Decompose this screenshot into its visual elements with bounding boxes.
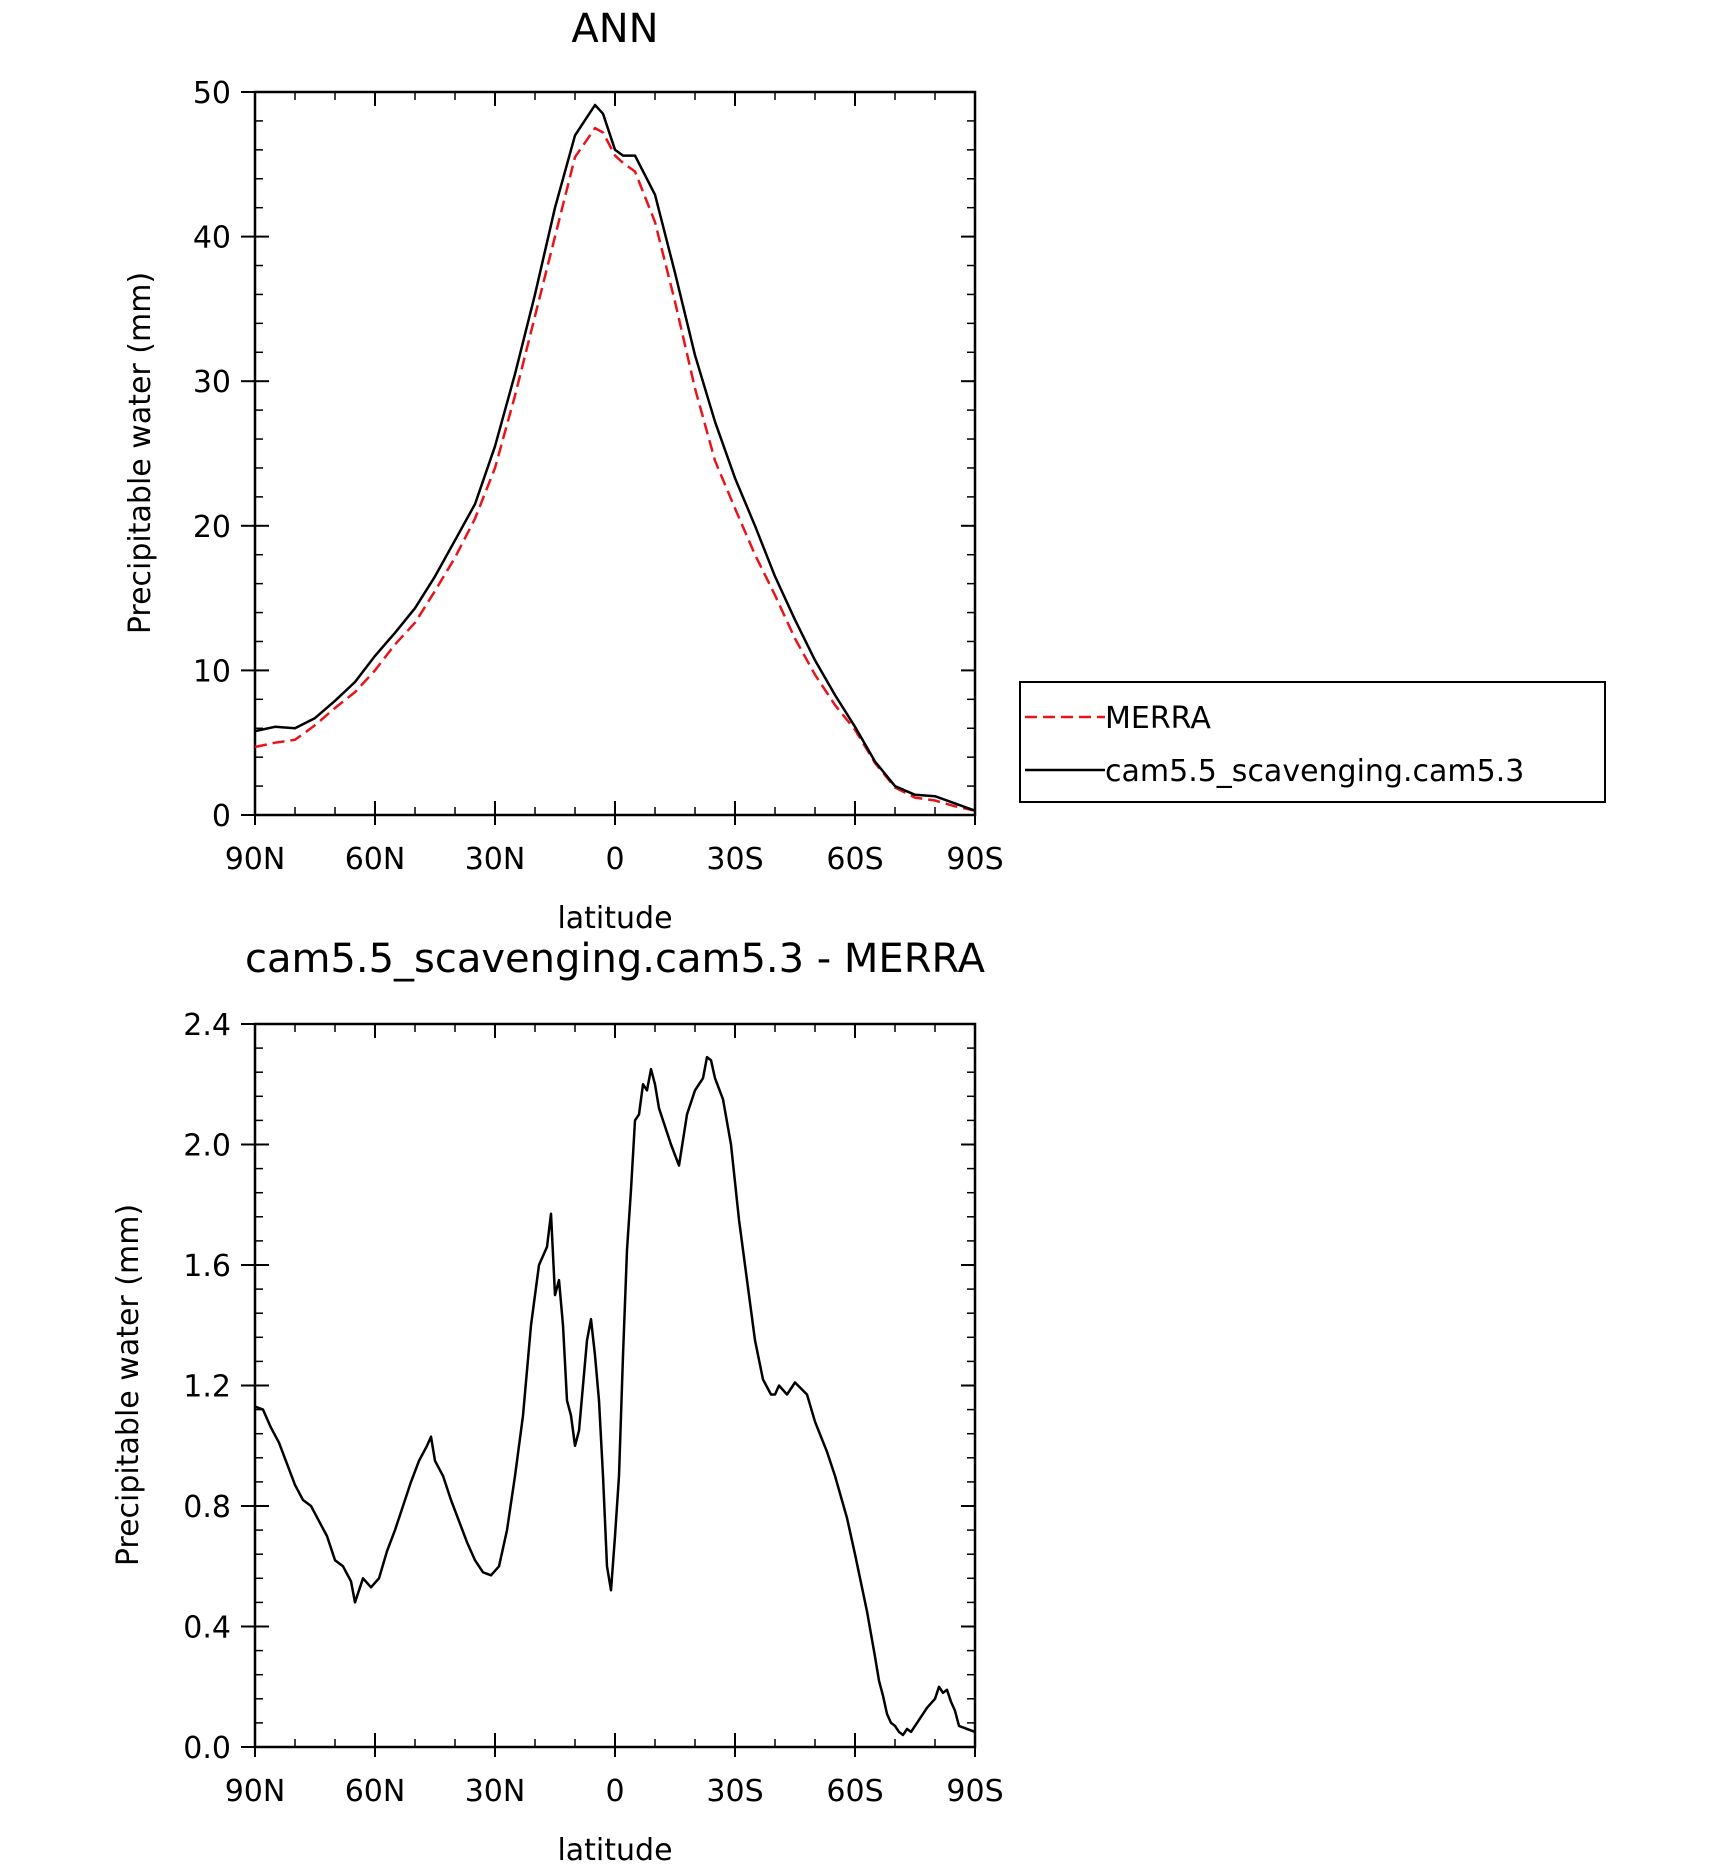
y-tick-label: 2.0 — [183, 1129, 231, 1164]
chart-title: ANN — [571, 6, 658, 52]
x-tick-label: 0 — [605, 842, 624, 877]
legend: MERRA cam5.5_scavenging.cam5.3 — [1019, 681, 1606, 803]
y-tick-label: 50 — [193, 76, 231, 111]
y-tick-label: 1.6 — [183, 1249, 231, 1284]
y-axis-label: Precipitable water (mm) — [123, 272, 158, 634]
y-tick-label: 20 — [193, 510, 231, 545]
axis-ticks: 90N 60N 30N 0 30S 60S 90S 0 10 20 30 40 50 — [193, 76, 1004, 877]
y-tick-label: 10 — [193, 654, 231, 689]
x-tick-label: 60S — [826, 1774, 883, 1809]
y-tick-label: 0.8 — [183, 1490, 231, 1525]
x-tick-label: 60N — [345, 842, 406, 877]
series-line-0 — [254, 1055, 976, 1737]
x-tick-label: 30S — [706, 842, 763, 877]
x-tick-label: 60N — [345, 1774, 406, 1809]
x-tick-label: 90S — [946, 842, 1003, 877]
y-tick-label: 2.4 — [183, 1008, 231, 1043]
x-tick-label: 90N — [225, 1774, 286, 1809]
x-tick-label: 30N — [465, 1774, 526, 1809]
y-tick-label: 0.4 — [183, 1611, 231, 1646]
chart-title: cam5.5_scavenging.cam5.3 - MERRA — [245, 936, 986, 982]
plot-frame — [253, 1022, 977, 1749]
x-axis-label: latitude — [557, 1833, 672, 1866]
chart-difference: cam5.5_scavenging.cam5.3 - MERRA 90N 60N 3… — [111, 936, 1004, 1866]
x-tick-label: 0 — [605, 1774, 624, 1809]
legend-label-cam5: cam5.5_scavenging.cam5.3 — [1105, 754, 1524, 789]
x-tick-label: 30N — [465, 842, 526, 877]
series-line-1 — [254, 103, 976, 812]
legend-label-merra: MERRA — [1105, 701, 1211, 736]
y-tick-label: 30 — [193, 365, 231, 400]
x-tick-label: 30S — [706, 1774, 763, 1809]
x-tick-label: 90S — [946, 1774, 1003, 1809]
y-tick-label: 40 — [193, 221, 231, 256]
y-axis-label: Precipitable water (mm) — [111, 1204, 146, 1566]
y-tick-label: 0 — [212, 799, 231, 834]
y-tick-label: 0.0 — [183, 1731, 231, 1766]
series-layer — [254, 1055, 976, 1737]
series-layer — [254, 103, 976, 812]
x-tick-label: 60S — [826, 842, 883, 877]
legend-box — [1019, 681, 1606, 803]
chart-precipitable-water-ann: ANN 90N 60N 30N 0 30S 60S 90S 0 10 20 30 40 50 latit… — [123, 6, 1606, 936]
series-line-0 — [254, 126, 976, 812]
x-tick-label: 90N — [225, 842, 286, 877]
y-tick-label: 1.2 — [183, 1370, 231, 1405]
plot-frame — [253, 90, 977, 817]
x-axis-label: latitude — [557, 901, 672, 936]
axis-ticks: 90N 60N 30N 0 30S 60S 90S 0.0 0.4 0.8 1.2 1.6 2.0 2.4 — [183, 1008, 1003, 1809]
